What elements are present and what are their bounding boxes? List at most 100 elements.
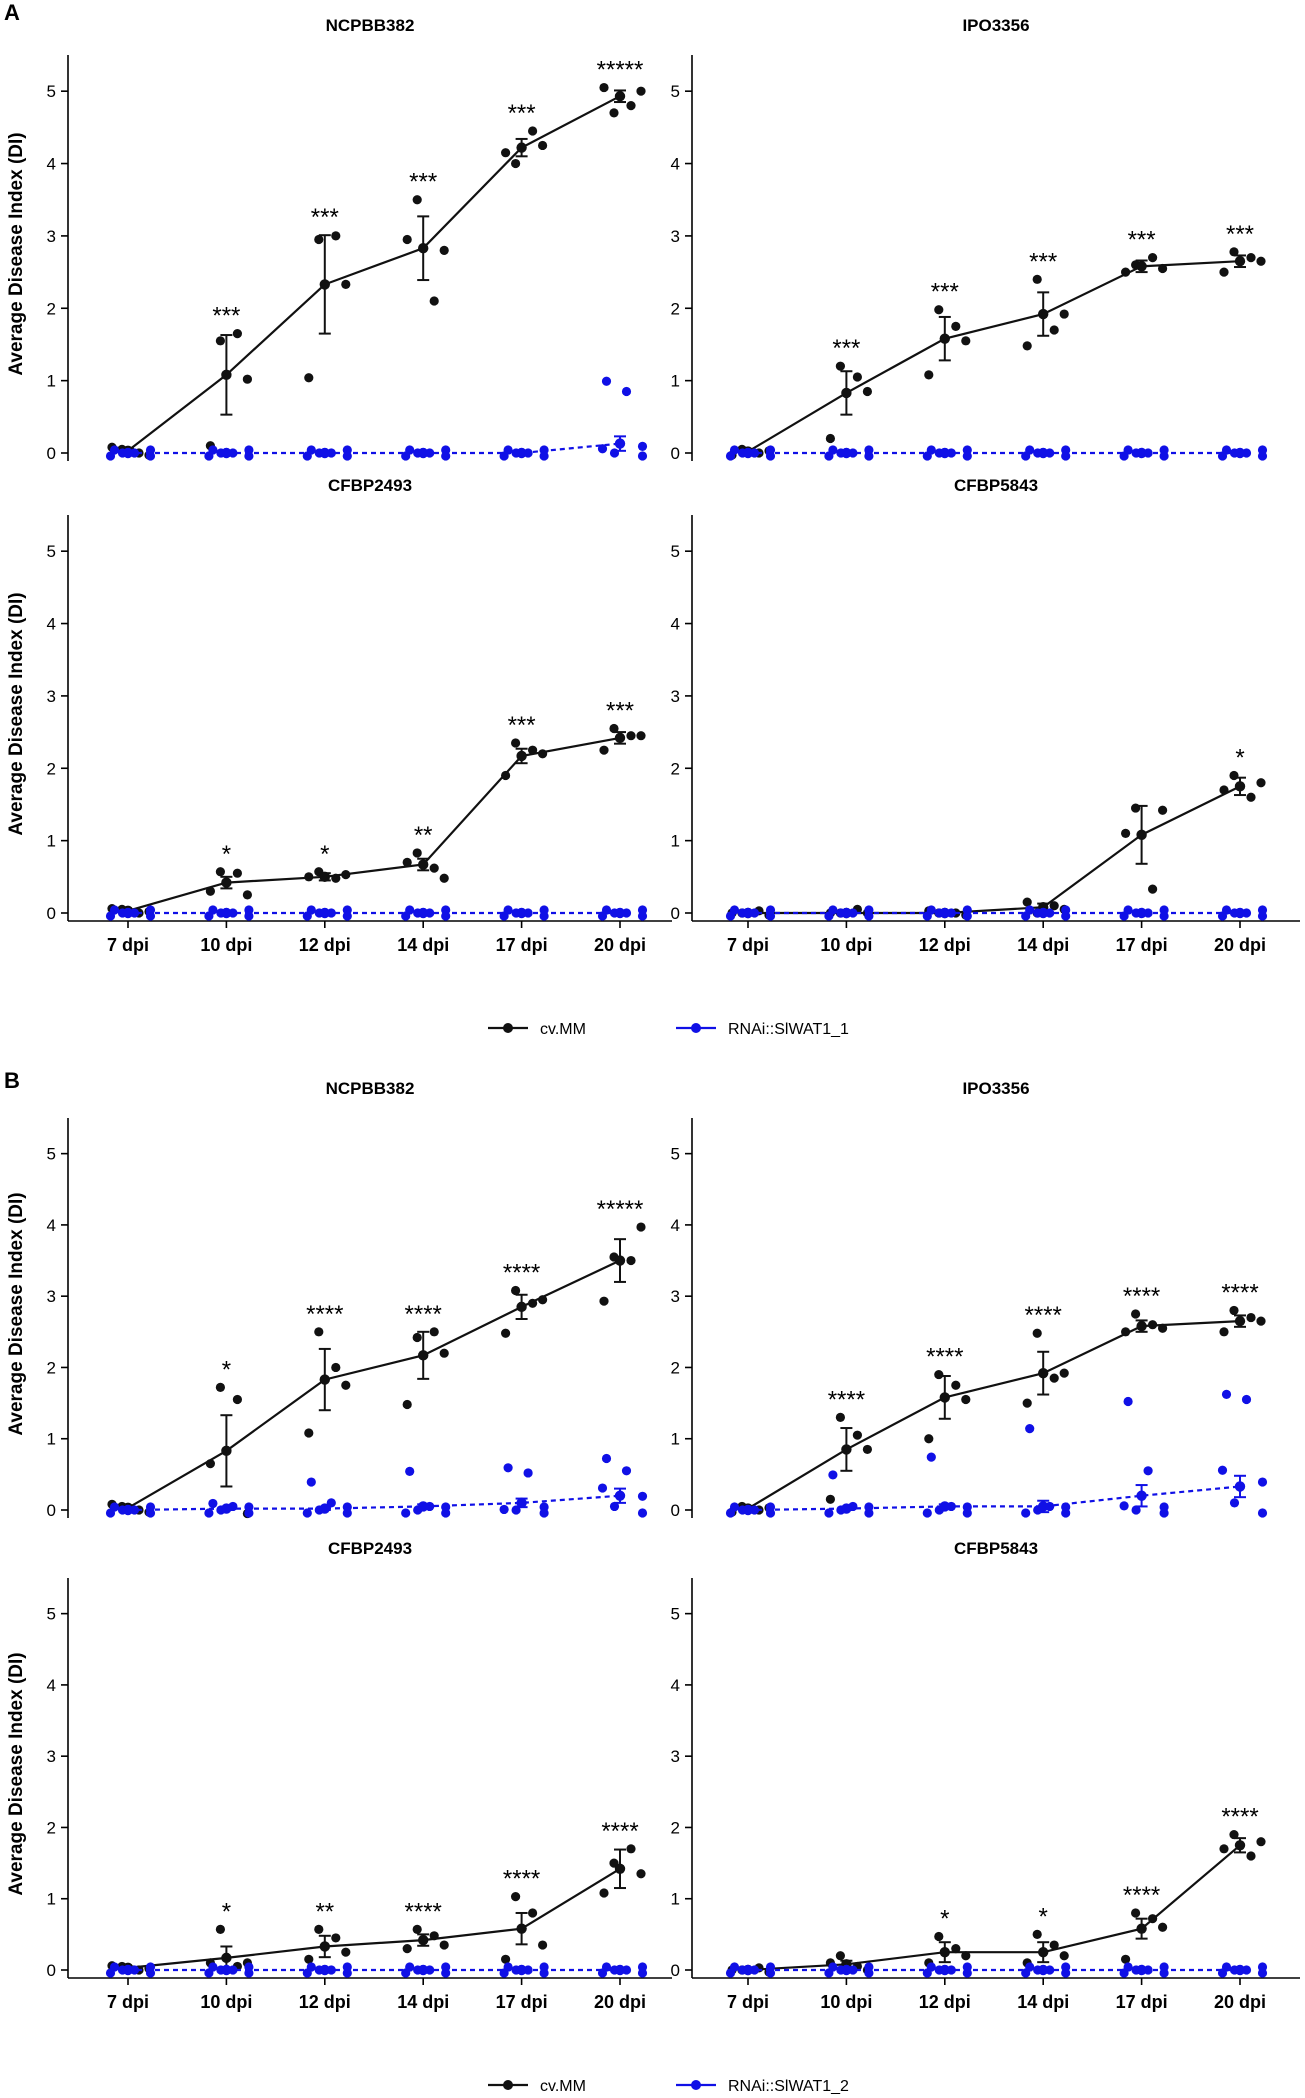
x-tick-label: 17 dpi (1116, 1992, 1168, 2012)
mean-marker (939, 1501, 950, 1512)
data-point (1131, 1505, 1141, 1515)
y-tick-label: 5 (671, 1145, 680, 1164)
x-tick-label: 12 dpi (919, 935, 971, 955)
data-point (1148, 884, 1158, 894)
data-point (412, 1332, 422, 1343)
data-point (1256, 778, 1266, 788)
data-point (597, 1483, 608, 1493)
x-tick-label: 14 dpi (1017, 935, 1069, 955)
x-tick-label: 10 dpi (200, 935, 252, 955)
series-mm (727, 1305, 1266, 1517)
y-tick-label: 1 (671, 372, 680, 391)
mean-marker (614, 732, 626, 744)
data-point (1217, 1465, 1228, 1475)
data-point (1257, 911, 1268, 921)
x-tick-label: 12 dpi (299, 935, 351, 955)
significance-label: **** (503, 1259, 540, 1286)
data-point (609, 1501, 620, 1512)
significance-label: *** (311, 204, 339, 231)
data-point (852, 372, 863, 382)
mean-marker (614, 91, 626, 102)
data-point (204, 1508, 214, 1518)
data-point (402, 1399, 412, 1410)
data-point (1246, 1312, 1256, 1323)
series-mm (727, 770, 1266, 920)
mean-marker (319, 279, 330, 290)
data-point (1131, 1309, 1141, 1319)
significance-label: **** (405, 1301, 442, 1328)
data-point (538, 140, 548, 151)
data-point (402, 857, 412, 867)
mean-marker (221, 1952, 232, 1964)
y-tick-label: 1 (671, 832, 680, 851)
panel-label: B (4, 1068, 20, 1093)
y-tick-label: 1 (47, 1430, 56, 1449)
mean-marker (939, 333, 950, 344)
data-point (1059, 309, 1069, 319)
mean-marker (1234, 1964, 1246, 1976)
mean-marker (418, 243, 429, 254)
mean-marker (221, 447, 232, 459)
significance-label: * (222, 1898, 231, 1925)
data-point (1229, 1829, 1239, 1840)
mean-marker (1234, 781, 1246, 792)
data-point (405, 1466, 415, 1476)
chart-title: IPO3356 (962, 1079, 1029, 1098)
data-point (412, 195, 422, 205)
mean-marker (742, 1964, 754, 1976)
legend-marker (503, 2080, 513, 2090)
series-rnai (105, 376, 648, 461)
chart-cfbp2493: CFBP2493 0 1 2 3 4 5 7 dpi 10 dpi 12 dpi 14 dpi 17 … (47, 476, 672, 955)
x-tick-label: 14 dpi (1017, 1992, 1069, 2012)
series-line (127, 736, 621, 912)
data-point (331, 1933, 341, 1943)
data-point (609, 448, 620, 458)
y-axis-label: Average Disease Index (DI) (6, 132, 27, 375)
data-point (626, 731, 636, 741)
data-point (1032, 274, 1042, 284)
data-point (1049, 901, 1059, 911)
mean-marker (1038, 1501, 1049, 1512)
mean-marker (516, 907, 527, 919)
significance-label: * (1039, 1903, 1048, 1930)
data-point (1257, 451, 1268, 461)
data-point (1022, 341, 1032, 351)
data-point (1049, 325, 1059, 335)
y-tick-label: 4 (671, 1676, 680, 1695)
data-point (1241, 1394, 1252, 1405)
mean-marker (1234, 1315, 1246, 1327)
data-point (951, 1380, 961, 1390)
significance-label: **** (503, 1866, 540, 1893)
data-point (599, 82, 609, 93)
data-point (1246, 1851, 1256, 1861)
data-point (501, 1954, 511, 1964)
data-point (539, 1508, 549, 1518)
significance-label: * (222, 1356, 231, 1383)
mean-marker (516, 1301, 527, 1313)
legend-marker (691, 2080, 701, 2090)
x-tick-label: 14 dpi (397, 935, 449, 955)
significance-label: * (1235, 745, 1244, 772)
y-tick-label: 0 (47, 444, 56, 463)
mean-marker (221, 1445, 232, 1457)
data-point (528, 126, 538, 136)
y-tick-label: 5 (671, 542, 680, 561)
legend: cv.MM RNAi::SlWAT1_2 (488, 2078, 849, 2095)
y-tick-label: 1 (47, 1890, 56, 1909)
data-point (852, 1430, 863, 1440)
series-line (747, 1320, 1241, 1510)
data-point (1256, 1316, 1266, 1326)
significance-label: *** (931, 279, 959, 306)
mean-marker (516, 1497, 527, 1509)
data-point (926, 1452, 936, 1462)
data-point (331, 231, 341, 241)
data-point (314, 234, 324, 245)
series-line (748, 785, 1241, 915)
data-point (510, 1891, 521, 1902)
data-point (637, 1508, 648, 1518)
data-point (439, 1940, 449, 1950)
significance-label: *** (1226, 221, 1254, 248)
data-point (105, 451, 116, 461)
mean-marker (319, 447, 330, 459)
data-point (402, 234, 412, 245)
